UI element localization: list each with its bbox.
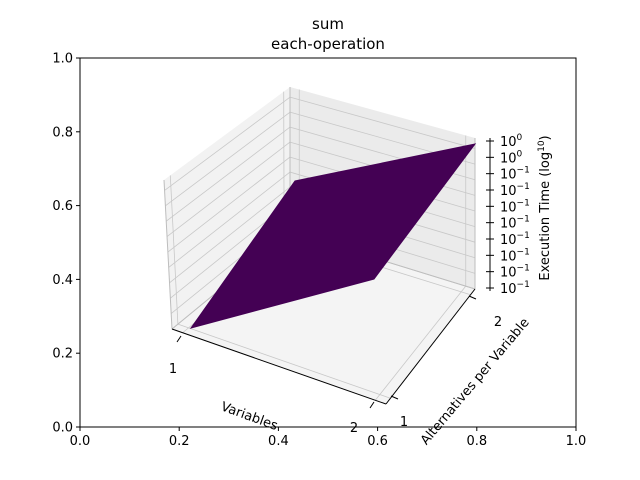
x-axis-line — [171, 328, 387, 405]
chart-title: sum — [312, 15, 344, 33]
z3d-tick-label: 10−1 — [500, 198, 530, 215]
x-axis-label: Variables — [219, 400, 280, 434]
x3d-tick-mark — [176, 335, 182, 343]
z-axis-label: Execution Time (log10) — [537, 135, 553, 280]
z3d-tick-label: 10−1 — [500, 182, 530, 199]
x-tick-label: 0.2 — [169, 434, 190, 449]
y3d-tick-mark — [390, 395, 399, 400]
y-tick-label: 1.0 — [52, 52, 73, 67]
x-tick-label: 0.4 — [268, 434, 289, 449]
pane-edge — [163, 179, 173, 330]
z-gridline-left — [169, 186, 291, 284]
x-tick-label: 0.0 — [70, 434, 91, 449]
y-tick-label: 0.0 — [52, 421, 73, 436]
x-tick-label: 0.8 — [466, 434, 487, 449]
y-tick-label: 0.6 — [52, 199, 73, 214]
z3d-tick-label: 100 — [500, 149, 523, 166]
z-axis-label-main: Execution Time (log — [538, 152, 553, 281]
x3d-tick-label: 1 — [169, 362, 177, 377]
z3d-tick-label: 10−1 — [500, 280, 530, 297]
3d-axes: 12 1210010010−110−110−110−110−110−110−110… — [169, 133, 530, 436]
z3d-tick-label: 10−1 — [500, 166, 530, 183]
x-gridline-floor — [374, 285, 467, 401]
z3d-tick-label: 10−1 — [500, 264, 530, 281]
z3d-tick-label: 10−1 — [500, 215, 530, 232]
z-gridline-left — [166, 141, 291, 237]
y-axis-line — [385, 288, 476, 405]
z-axis-label-close: ) — [538, 135, 553, 140]
surface-plane — [189, 143, 477, 329]
y3d-tick-mark — [468, 295, 477, 300]
z-gridline-back — [289, 96, 476, 149]
z3d-tick-label: 100 — [500, 133, 523, 150]
y3d-tick-label: 1 — [400, 415, 408, 430]
y-gridline-floor — [177, 323, 391, 399]
y-tick-label: 0.2 — [52, 347, 73, 362]
y-tick-label: 0.4 — [52, 273, 73, 288]
y3d-tick-label: 2 — [494, 315, 502, 330]
z-gridline-left — [165, 126, 291, 222]
y-gridline-left — [169, 175, 179, 325]
left-pane — [164, 87, 290, 329]
z-gridline-left — [165, 111, 291, 207]
z-gridline-left — [167, 156, 291, 253]
x3d-tick-mark — [369, 401, 375, 409]
z-gridline-left — [164, 96, 291, 191]
x3d-tick-label: 2 — [350, 421, 358, 436]
z3d-tick-label: 10−1 — [500, 247, 530, 264]
z-axis-label-sup: 10 — [537, 140, 547, 152]
y-tick-label: 0.8 — [52, 125, 73, 140]
x-tick-label: 1.0 — [566, 434, 587, 449]
x-tick-label: 0.6 — [367, 434, 388, 449]
outer-axes-frame — [79, 57, 577, 428]
chart-subtitle: each-operation — [271, 35, 385, 53]
z-gridline-left — [168, 171, 291, 268]
z3d-tick-label: 10−1 — [500, 231, 530, 248]
